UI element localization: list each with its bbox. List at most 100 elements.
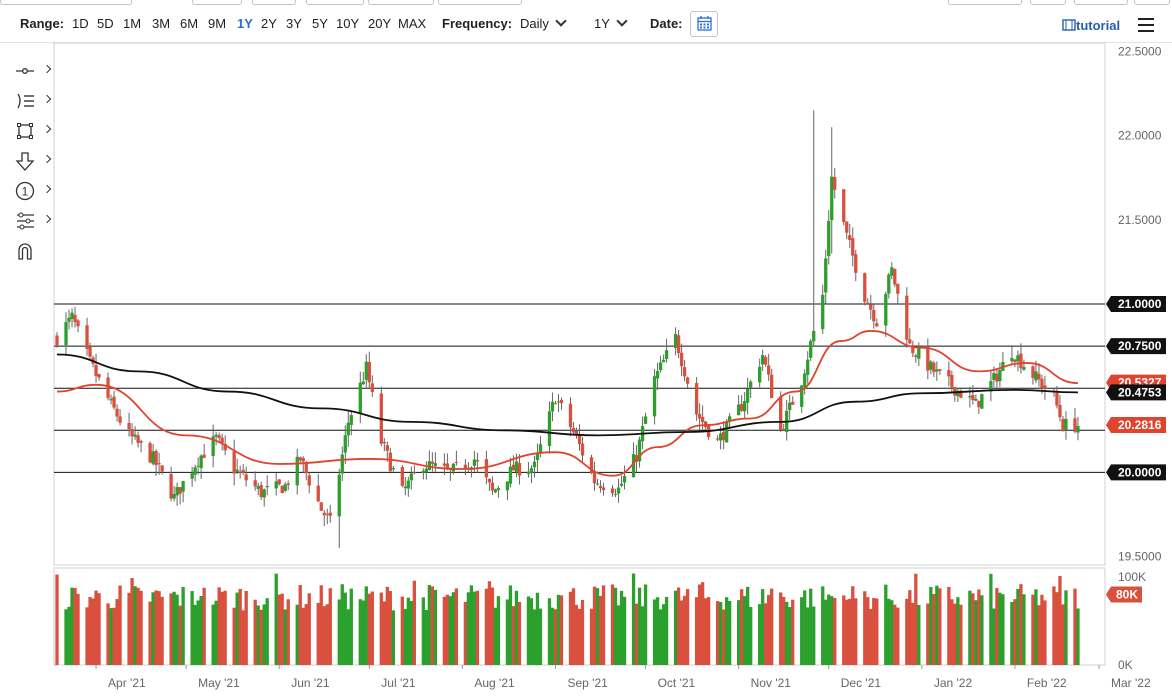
date-picker-button[interactable] — [690, 11, 718, 37]
candle-body — [953, 386, 957, 396]
x-tick-label: Oct '21 — [658, 676, 696, 690]
hamburger-menu-icon[interactable] — [1138, 18, 1154, 32]
volume-bar — [304, 604, 308, 665]
annotation-number-tool[interactable]: 1 — [14, 180, 54, 202]
volume-bar — [998, 592, 1002, 665]
range-button-3y[interactable]: 3Y — [286, 16, 302, 31]
candle-body — [1022, 367, 1026, 370]
volume-bar — [652, 599, 657, 665]
candle-body — [328, 512, 332, 516]
volume-bar — [1001, 594, 1005, 665]
frequency-dropdown[interactable]: Daily — [520, 15, 567, 32]
candle-body — [718, 433, 723, 441]
candle-body — [803, 373, 807, 387]
candle-body — [115, 408, 119, 417]
top-tab[interactable] — [192, 0, 242, 5]
price-label: 21.0000 — [1106, 296, 1166, 312]
candle-body — [88, 346, 92, 357]
range-button-1d[interactable]: 1D — [72, 16, 89, 31]
volume-bar — [526, 596, 531, 665]
top-tab[interactable] — [368, 0, 434, 5]
candle-body — [244, 474, 248, 481]
range-button-3m[interactable]: 3M — [152, 16, 171, 31]
volume-bar — [550, 607, 555, 665]
volume-bar — [655, 597, 660, 665]
candle-body — [556, 401, 561, 403]
arrow-down-tool[interactable] — [14, 150, 54, 172]
top-tab[interactable] — [1030, 0, 1066, 5]
candle-body — [442, 463, 447, 466]
range-button-5y[interactable]: 5Y — [312, 16, 328, 31]
volume-bar — [388, 591, 392, 665]
range-button-1m[interactable]: 1M — [123, 16, 142, 31]
candle-body — [601, 487, 606, 491]
candle-body — [325, 513, 329, 515]
volume-bar — [325, 604, 329, 665]
volume-bar — [890, 600, 894, 665]
magnet-tool[interactable] — [14, 240, 54, 262]
candle-body — [1034, 371, 1038, 381]
candle-body — [1031, 366, 1035, 378]
volume-bar — [1022, 594, 1026, 665]
crosshair-tool[interactable] — [14, 60, 54, 82]
candle-body — [887, 274, 891, 294]
date-label: Date: — [650, 16, 683, 31]
candle-body — [631, 454, 636, 478]
volume-bar — [235, 592, 239, 665]
x-tick-label: Nov '21 — [751, 676, 792, 690]
volume-bar — [484, 588, 489, 665]
candle-body — [304, 463, 308, 474]
candle-body — [619, 483, 624, 486]
top-tab[interactable] — [0, 0, 132, 5]
volume-bar — [475, 590, 480, 665]
volume-bar — [697, 584, 702, 665]
candle-body — [364, 361, 368, 380]
tutorial-link[interactable]: tutorial — [1062, 18, 1120, 33]
top-tab[interactable] — [1134, 0, 1170, 5]
range-button-9m[interactable]: 9M — [208, 16, 227, 31]
candle-body — [767, 365, 771, 375]
range-button-5d[interactable]: 5D — [97, 16, 114, 31]
period-dropdown[interactable]: 1Y — [594, 15, 628, 32]
candle-body — [947, 369, 951, 377]
top-tab[interactable] — [438, 0, 522, 5]
volume-bar — [424, 609, 429, 665]
volume-bar — [1061, 604, 1065, 665]
volume-bar — [76, 593, 80, 665]
range-button-10y[interactable]: 10Y — [336, 16, 360, 31]
top-tab[interactable] — [1074, 0, 1128, 5]
candle-body — [529, 468, 534, 473]
settings-sliders-tool[interactable] — [14, 210, 54, 232]
top-tab[interactable] — [948, 0, 1022, 5]
candle-body — [319, 502, 323, 511]
candle-body — [896, 283, 900, 294]
range-button-6m[interactable]: 6M — [180, 16, 199, 31]
range-button-20y[interactable]: 20Y — [368, 16, 392, 31]
candle-body — [869, 304, 873, 310]
range-button-2y[interactable]: 2Y — [261, 16, 277, 31]
volume-bar — [863, 591, 867, 665]
candle-body — [70, 312, 74, 319]
shapes-tool[interactable] — [14, 120, 54, 142]
x-tick-label: Mar '22 — [1111, 676, 1151, 690]
price-label-text: 20.0000 — [1118, 465, 1162, 479]
range-button-1y[interactable]: 1Y — [237, 16, 253, 31]
volume-bar — [872, 597, 876, 665]
candle-body — [316, 485, 320, 502]
candle-body — [232, 451, 236, 474]
x-tick-label: Jun '21 — [291, 676, 330, 690]
moving-average-line — [57, 353, 1078, 437]
price-label: 20.4753 — [1106, 384, 1166, 401]
candle-body — [403, 486, 407, 489]
candle-body — [169, 474, 173, 499]
range-button-max[interactable]: MAX — [398, 16, 427, 31]
candle-body — [652, 376, 657, 417]
candle-body — [196, 465, 200, 467]
indicators-tool[interactable] — [14, 90, 54, 112]
top-tab[interactable] — [306, 0, 364, 5]
volume-bar — [139, 590, 143, 665]
volume-bar — [115, 599, 119, 665]
x-tick-label: Feb '22 — [1027, 676, 1067, 690]
top-tab[interactable] — [252, 0, 296, 5]
